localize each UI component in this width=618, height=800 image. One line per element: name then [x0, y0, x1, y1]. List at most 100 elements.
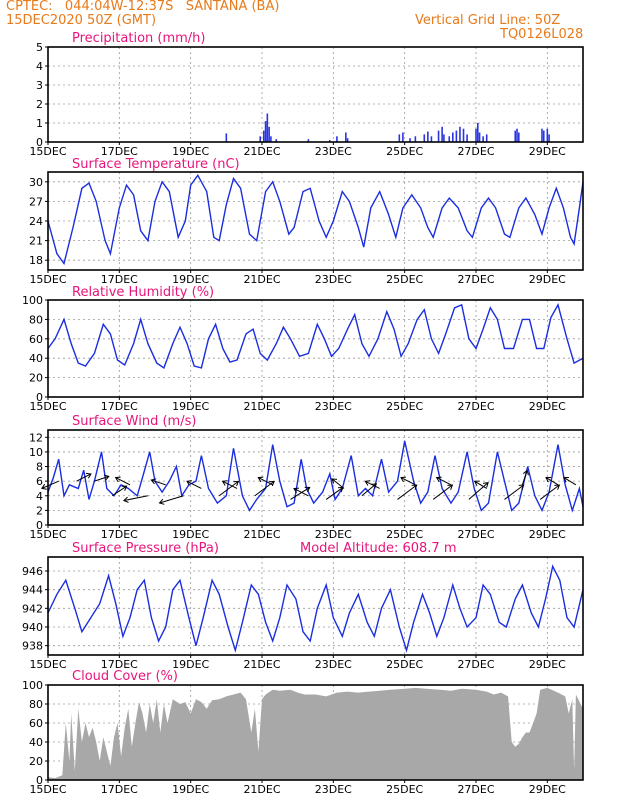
wind-vector-shaft: [331, 478, 345, 489]
wind-vector-shaft: [521, 470, 528, 485]
precip-bar: [475, 128, 477, 142]
x-tick-label: 29DEC: [529, 400, 566, 413]
x-tick-label: 23DEC: [315, 273, 352, 286]
precip-bar: [346, 138, 349, 142]
y-tick-label: 946: [22, 565, 43, 578]
y-tick-label: 60: [29, 717, 43, 730]
wind-vector-arrow: [293, 487, 309, 497]
precip-bar: [476, 123, 479, 142]
y-tick-label: 938: [22, 640, 43, 653]
precip-bar: [430, 136, 433, 142]
wind-vector-shaft: [222, 480, 238, 489]
x-tick-label: 17DEC: [101, 658, 138, 671]
wind-vector-head: [257, 476, 264, 483]
panel-title-press: Surface Pressure (hPa): [72, 541, 219, 556]
precip-bar: [437, 130, 440, 142]
y-tick-label: 80: [29, 698, 43, 711]
wind-vector-head: [364, 480, 371, 486]
x-tick-label: 21DEC: [243, 658, 280, 671]
wind-vector-head: [121, 485, 128, 491]
x-tick-label: 17DEC: [101, 145, 138, 158]
wind-vector-arrow: [218, 480, 240, 497]
wind-vector-shaft: [436, 477, 452, 486]
wind-vector-arrow: [364, 480, 380, 489]
wind-vector-head: [545, 477, 552, 483]
wind-vector-head: [122, 496, 129, 503]
x-tick-label: 15DEC: [29, 528, 66, 541]
wind-vector-shaft: [432, 484, 453, 500]
x-tick-label: 15DEC: [29, 273, 66, 286]
x-tick-label: 19DEC: [172, 145, 209, 158]
wind-vector-head: [221, 480, 228, 486]
wind-vector-shaft: [290, 486, 310, 500]
precip-bar: [548, 134, 550, 142]
precip-bar: [546, 128, 549, 142]
wind-vector-head: [522, 469, 529, 476]
y-tick-label: 21: [29, 235, 43, 248]
wind-vector-head: [114, 476, 121, 483]
precip-bar: [478, 132, 481, 142]
wind-vector-arrow: [473, 480, 487, 489]
x-tick-label: 21DEC: [243, 528, 280, 541]
wind-vector-shaft: [545, 477, 559, 486]
wind-vector-arrow: [41, 480, 59, 490]
wind-vector-head: [103, 474, 110, 481]
precip-bar: [414, 136, 417, 142]
y-tick-label: 4: [36, 60, 43, 73]
precip-bar: [482, 136, 484, 142]
wind-vector-arrow: [290, 486, 311, 500]
x-tick-label: 21DEC: [243, 783, 280, 796]
x-tick-label: 15DEC: [29, 783, 66, 796]
wind-vector-shaft: [468, 482, 489, 500]
precip-bar: [485, 134, 488, 142]
y-tick-label: 30: [29, 176, 43, 189]
wind-vector-head: [293, 487, 299, 494]
y-tick-label: 27: [29, 195, 43, 208]
precip-bar: [452, 132, 454, 142]
precip-bar: [427, 131, 429, 142]
y-tick-label: 944: [22, 584, 43, 597]
wind-vector-head: [473, 480, 480, 486]
wind-vector-arrow: [158, 495, 184, 505]
wind-vector-shaft: [365, 480, 380, 489]
wind-vector-head: [233, 480, 240, 487]
wind-vector-shaft: [539, 484, 560, 500]
wind-vector-head: [150, 478, 157, 485]
x-tick-label: 15DEC: [29, 400, 66, 413]
y-tick-label: 40: [29, 352, 43, 365]
x-tick-label: 21DEC: [243, 273, 280, 286]
panel-title-rh: Relative Humidity (%): [72, 285, 214, 300]
series-line-press: [47, 564, 584, 653]
precip-bar: [264, 121, 267, 142]
wind-vector-head: [85, 472, 92, 479]
wind-vector-arrow: [122, 495, 148, 503]
x-tick-label: 21DEC: [243, 400, 280, 413]
wind-vector-shaft: [115, 477, 131, 486]
y-tick-label: 18: [29, 254, 43, 267]
wind-vector-shaft: [151, 479, 166, 486]
x-tick-label: 23DEC: [315, 658, 352, 671]
precip-bar: [514, 130, 517, 142]
wind-vector-shaft: [258, 477, 273, 486]
wind-vector-arrow: [435, 476, 452, 486]
wind-vector-arrow: [400, 476, 416, 486]
x-tick-label: 15DEC: [29, 658, 66, 671]
wind-vector-arrow: [114, 476, 131, 486]
y-tick-label: 20: [29, 372, 43, 385]
precip-bar: [336, 136, 338, 142]
precip-bar: [402, 132, 404, 142]
precip-bar: [345, 132, 347, 142]
x-tick-label: 25DEC: [386, 658, 423, 671]
wind-vector-shaft: [186, 480, 202, 489]
wind-vector-arrow: [563, 477, 577, 486]
x-tick-label: 17DEC: [101, 400, 138, 413]
wind-vector-head: [400, 476, 406, 483]
precip-bar: [259, 136, 262, 142]
x-tick-label: 25DEC: [386, 400, 423, 413]
wind-vector-head: [518, 484, 525, 490]
x-tick-label: 23DEC: [315, 400, 352, 413]
grid-note-header: Vertical Grid Line: 50Z: [415, 13, 561, 28]
y-tick-label: 1: [36, 117, 43, 130]
precip-bar: [441, 126, 443, 142]
wind-vector-head: [554, 484, 561, 490]
